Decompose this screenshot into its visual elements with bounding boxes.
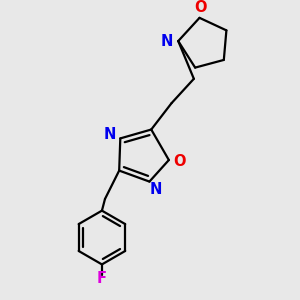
Text: F: F [97, 271, 107, 286]
Text: O: O [173, 154, 185, 169]
Text: O: O [194, 0, 207, 15]
Text: N: N [149, 182, 162, 197]
Text: N: N [161, 34, 173, 49]
Text: N: N [104, 127, 116, 142]
